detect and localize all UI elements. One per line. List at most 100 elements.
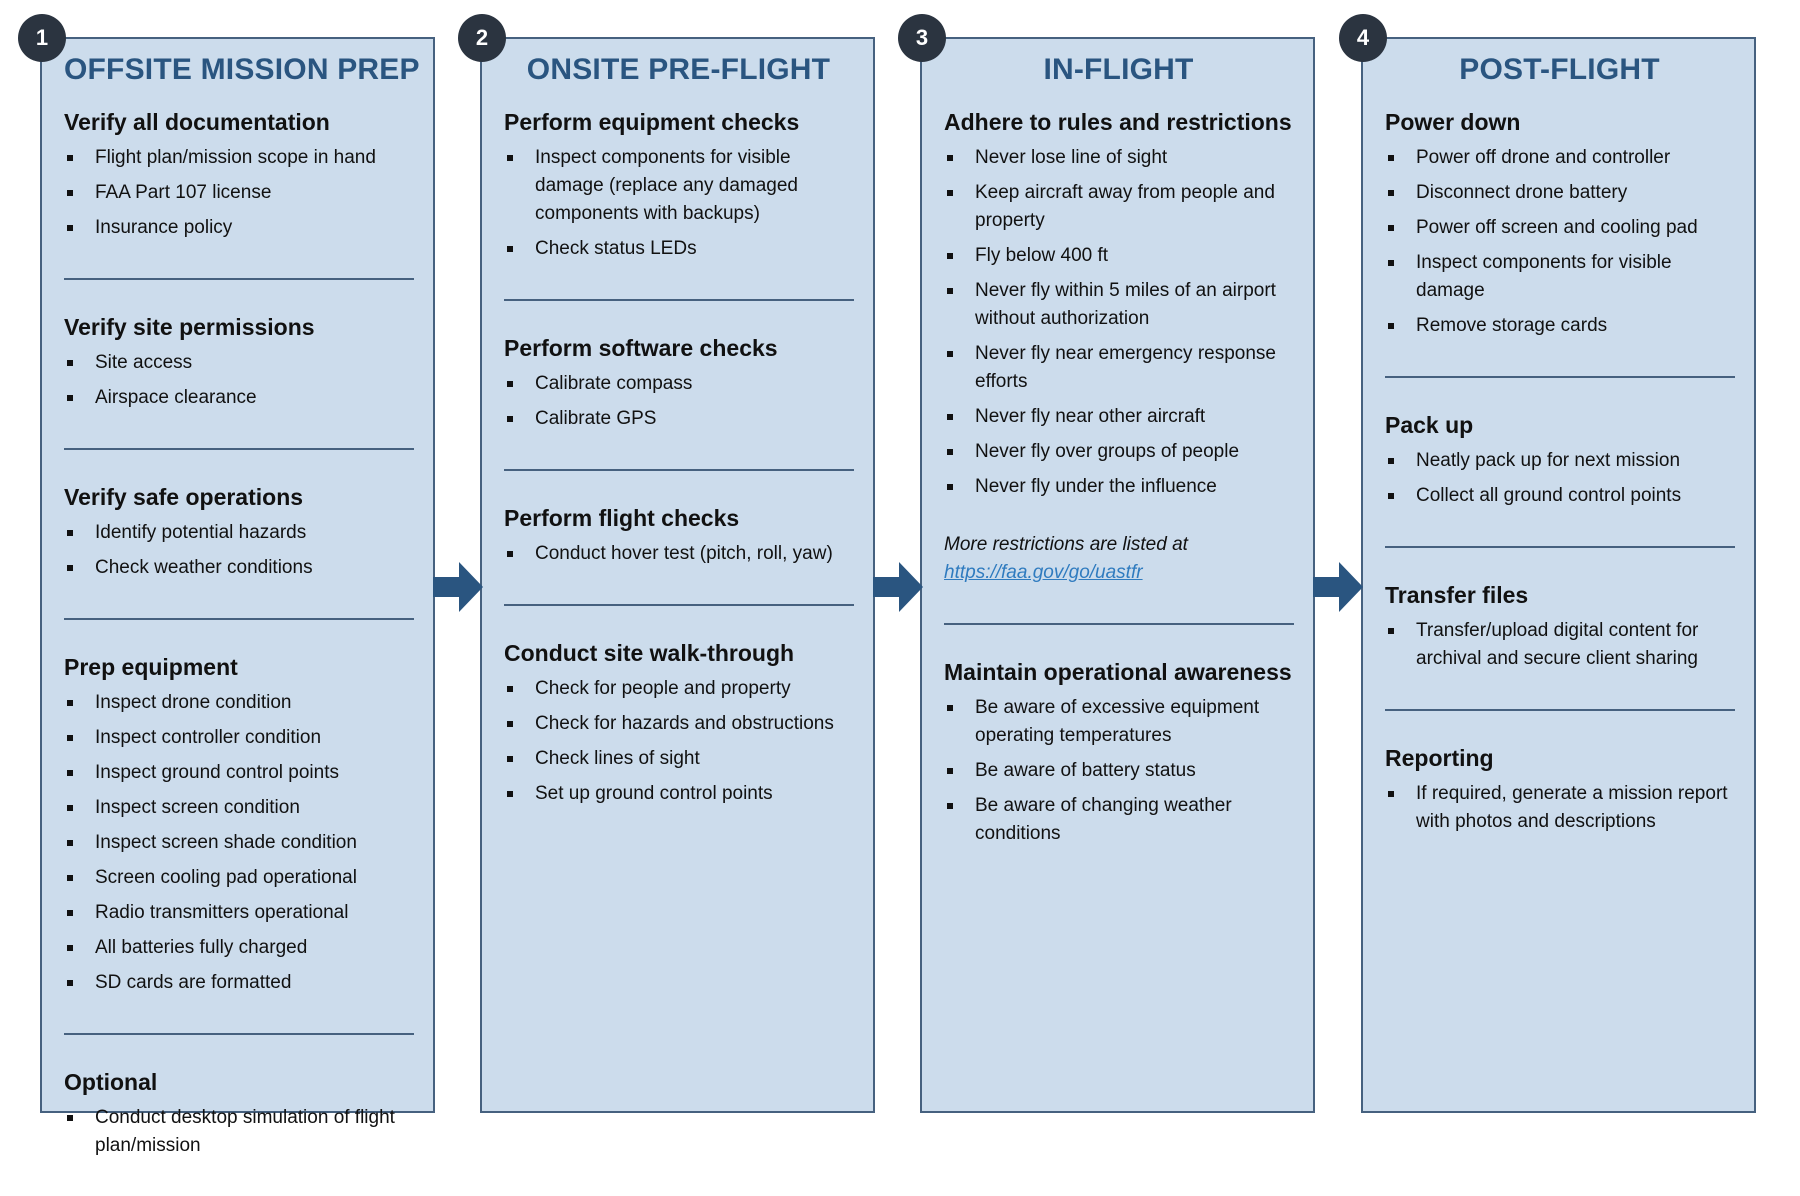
item-text: Check lines of sight [535, 748, 700, 769]
checklist-item: Insurance policy [64, 214, 414, 242]
section-heading: Prep equipment [64, 654, 238, 680]
item-text: Never fly near emergency response effort… [975, 343, 1276, 392]
square-bullet-icon [67, 945, 73, 951]
item-text: Be aware of battery status [975, 760, 1196, 781]
checklist-item: Be aware of excessive equipment operatin… [944, 694, 1294, 750]
square-bullet-icon [67, 360, 73, 366]
checklist: Identify potential hazards Check weather … [64, 519, 414, 582]
item-text: Keep aircraft away from people and prope… [975, 182, 1275, 231]
checklist-item: Check lines of sight [504, 745, 854, 773]
step-number-badge: 2 [458, 14, 506, 62]
square-bullet-icon [67, 840, 73, 846]
square-bullet-icon [67, 910, 73, 916]
item-text: Check status LEDs [535, 238, 697, 259]
item-text: Transfer/upload digital content for arch… [1416, 620, 1699, 669]
square-bullet-icon [507, 791, 513, 797]
square-bullet-icon [1388, 628, 1394, 634]
section-heading: Verify all documentation [64, 109, 330, 135]
square-bullet-icon [1388, 260, 1394, 266]
checklist-item: Check for hazards and obstructions [504, 710, 854, 738]
section-heading: Transfer files [1385, 582, 1529, 608]
item-text: Calibrate compass [535, 373, 693, 394]
faa-restrictions-link[interactable]: https://faa.gov/go/uastfr [944, 562, 1143, 583]
phase-title: OFFSITE MISSION PREP [64, 53, 420, 86]
section-heading: Optional [64, 1069, 158, 1095]
square-bullet-icon [67, 190, 73, 196]
checklist: Inspect drone condition Inspect controlle… [64, 689, 414, 997]
square-bullet-icon [67, 565, 73, 571]
checklist-item: FAA Part 107 license [64, 179, 414, 207]
square-bullet-icon [947, 484, 953, 490]
item-text: SD cards are formatted [95, 972, 292, 993]
section-heading: Adhere to rules and restrictions [944, 109, 1292, 135]
section-heading: Pack up [1385, 412, 1474, 438]
section-heading: Perform software checks [504, 335, 778, 361]
checklist-item: Inspect drone condition [64, 689, 414, 717]
square-bullet-icon [947, 803, 953, 809]
item-text: Check for people and property [535, 678, 791, 699]
checklist-item: Never fly near emergency response effort… [944, 340, 1294, 396]
restrictions-note: More restrictions are listed at [944, 534, 1188, 555]
checklist-item: Site access [64, 349, 414, 377]
item-text: Neatly pack up for next mission [1416, 450, 1681, 471]
item-text: Check for hazards and obstructions [535, 713, 834, 734]
square-bullet-icon [507, 551, 513, 557]
item-text: Radio transmitters operational [95, 902, 349, 923]
item-text: Power off drone and controller [1416, 147, 1671, 168]
checklist-section: Perform flight checks Conduct hover test … [504, 505, 854, 606]
square-bullet-icon [947, 190, 953, 196]
checklist-item: Set up ground control points [504, 780, 854, 808]
section-heading: Conduct site walk-through [504, 640, 795, 666]
checklist-section: Perform equipment checks Inspect componen… [504, 109, 854, 301]
square-bullet-icon [507, 416, 513, 422]
checklist-item: Conduct hover test (pitch, roll, yaw) [504, 540, 854, 568]
checklist-section: Verify safe operations Identify potential… [64, 484, 414, 620]
checklist-section: Reporting If required, generate a mission… [1385, 745, 1735, 872]
square-bullet-icon [947, 705, 953, 711]
checklist-item: SD cards are formatted [64, 969, 414, 997]
checklist-item: Calibrate GPS [504, 405, 854, 433]
square-bullet-icon [947, 768, 953, 774]
checklist-item: Inspect ground control points [64, 759, 414, 787]
checklist: Conduct desktop simulation of flight pla… [64, 1104, 414, 1160]
square-bullet-icon [507, 686, 513, 692]
phase-title: POST-FLIGHT [1459, 53, 1660, 86]
step-number-badge: 1 [18, 14, 66, 62]
item-text: Conduct hover test (pitch, roll, yaw) [535, 543, 833, 564]
square-bullet-icon [67, 530, 73, 536]
square-bullet-icon [67, 875, 73, 881]
section-heading: Perform equipment checks [504, 109, 800, 135]
item-text: All batteries fully charged [95, 937, 308, 958]
phase-panel-4: POST-FLIGHT Power down Power off drone and… [1361, 37, 1756, 1113]
checklist-item: Be aware of battery status [944, 757, 1294, 785]
right-arrow-icon [433, 562, 483, 612]
right-arrow-icon [1313, 562, 1363, 612]
item-text: Inspect components for visible damage (r… [535, 147, 799, 224]
checklist: Never lose line of sight Keep aircraft aw… [944, 144, 1294, 501]
item-text: Disconnect drone battery [1416, 182, 1628, 203]
checklist-item: Airspace clearance [64, 384, 414, 412]
checklist-item: Identify potential hazards [64, 519, 414, 547]
checklist-item: All batteries fully charged [64, 934, 414, 962]
item-text: Never fly near other aircraft [975, 406, 1206, 427]
checklist-item: Inspect controller condition [64, 724, 414, 752]
item-text: Inspect controller condition [95, 727, 322, 748]
item-text: Inspect screen condition [95, 797, 300, 818]
checklist-section: Prep equipment Inspect drone condition Ins… [64, 654, 414, 1035]
checklist: Conduct hover test (pitch, roll, yaw) [504, 540, 854, 568]
checklist-item: Conduct desktop simulation of flight pla… [64, 1104, 414, 1160]
checklist-item: Screen cooling pad operational [64, 864, 414, 892]
checklist-item: Check for people and property [504, 675, 854, 703]
checklist: Be aware of excessive equipment operatin… [944, 694, 1294, 848]
checklist: Calibrate compass Calibrate GPS [504, 370, 854, 433]
square-bullet-icon [67, 805, 73, 811]
checklist-section: Pack up Neatly pack up for next mission Co… [1385, 412, 1735, 548]
phase-panel-1: OFFSITE MISSION PREP Verify all documenta… [40, 37, 435, 1156]
checklist-item: Inspect screen condition [64, 794, 414, 822]
checklist-item: Never fly near other aircraft [944, 403, 1294, 431]
step-number-badge: 4 [1339, 14, 1387, 62]
checklist: Check for people and property Check for h… [504, 675, 854, 808]
section-heading: Verify safe operations [64, 484, 304, 510]
checklist-section: Verify site permissions Site access Airspa… [64, 314, 414, 450]
checklist: Transfer/upload digital content for arch… [1385, 617, 1735, 673]
